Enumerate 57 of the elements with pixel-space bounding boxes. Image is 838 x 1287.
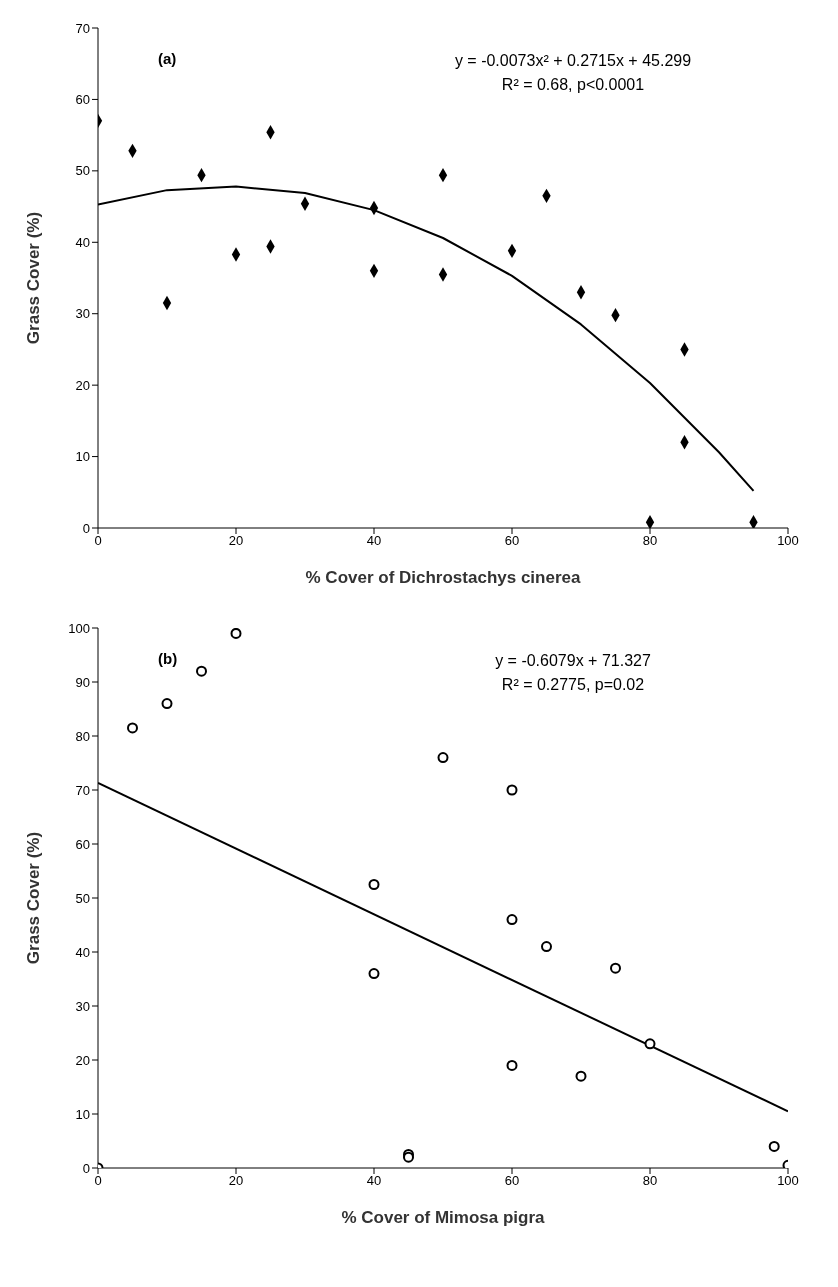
- point: [506, 1059, 518, 1071]
- point: [368, 879, 380, 890]
- x-tick-label: 100: [777, 533, 799, 549]
- x-tick-label: 80: [642, 533, 658, 549]
- y-tick-label: 30: [75, 998, 90, 1014]
- y-tick-label: 70: [75, 782, 90, 798]
- x-tick-label: 20: [228, 1173, 244, 1189]
- annotation: (a): [158, 50, 177, 67]
- y-tick-label: 50: [75, 163, 90, 179]
- y-tick-label: 20: [75, 1052, 90, 1068]
- y-tick-label: 50: [75, 890, 90, 906]
- y-tick-label: 60: [75, 92, 90, 108]
- y-tick-label: 10: [75, 1106, 90, 1122]
- annotation: y = -0.0073x² + 0.2715x + 45.299: [453, 52, 693, 70]
- x-tick-label: 0: [94, 1173, 102, 1189]
- y-tick-label: 20: [75, 377, 90, 393]
- y-tick-label: 90: [75, 674, 90, 690]
- point: [161, 698, 173, 710]
- point: [196, 665, 207, 677]
- x-axis-title: % Cover of Dichrostachys cinerea: [305, 568, 582, 587]
- annotation: (b): [158, 650, 178, 667]
- point: [575, 1070, 587, 1082]
- y-tick-label: 40: [75, 234, 90, 250]
- y-tick-label: 30: [75, 306, 90, 322]
- point: [541, 941, 552, 953]
- annotation: y = -0.6079x + 71.327: [494, 652, 652, 670]
- x-tick-label: 0: [94, 533, 102, 549]
- point: [645, 515, 655, 528]
- point: [506, 914, 518, 926]
- annotation: R² = 0.68, p<0.0001: [500, 76, 646, 94]
- y-axis-title: Grass Cover (%): [24, 831, 44, 965]
- y-axis-title: Grass Cover (%): [24, 211, 44, 345]
- point: [610, 962, 621, 974]
- x-tick-label: 60: [504, 533, 520, 549]
- y-tick-label: 80: [75, 728, 90, 744]
- y-tick-label: 60: [75, 836, 90, 852]
- y-tick-label: 10: [75, 449, 90, 465]
- x-tick-label: 40: [366, 533, 382, 549]
- y-tick-label: 40: [75, 944, 90, 960]
- point: [644, 1038, 656, 1050]
- point: [230, 628, 242, 639]
- x-tick-label: 100: [777, 1173, 799, 1189]
- point: [768, 1140, 780, 1152]
- x-axis-title: % Cover of Mimosa pigra: [341, 1208, 546, 1227]
- x-tick-label: 40: [366, 1173, 382, 1189]
- point: [506, 784, 518, 796]
- x-tick-label: 80: [642, 1173, 658, 1189]
- point: [368, 968, 380, 980]
- y-tick-label: 0: [82, 520, 90, 536]
- y-tick-label: 0: [82, 1160, 90, 1176]
- y-tick-label: 100: [68, 620, 90, 636]
- x-tick-label: 20: [228, 533, 244, 549]
- annotation: R² = 0.2775, p=0.02: [500, 676, 646, 694]
- point: [437, 752, 449, 764]
- y-tick-label: 70: [75, 20, 90, 36]
- x-tick-label: 60: [504, 1173, 520, 1189]
- point: [127, 722, 138, 734]
